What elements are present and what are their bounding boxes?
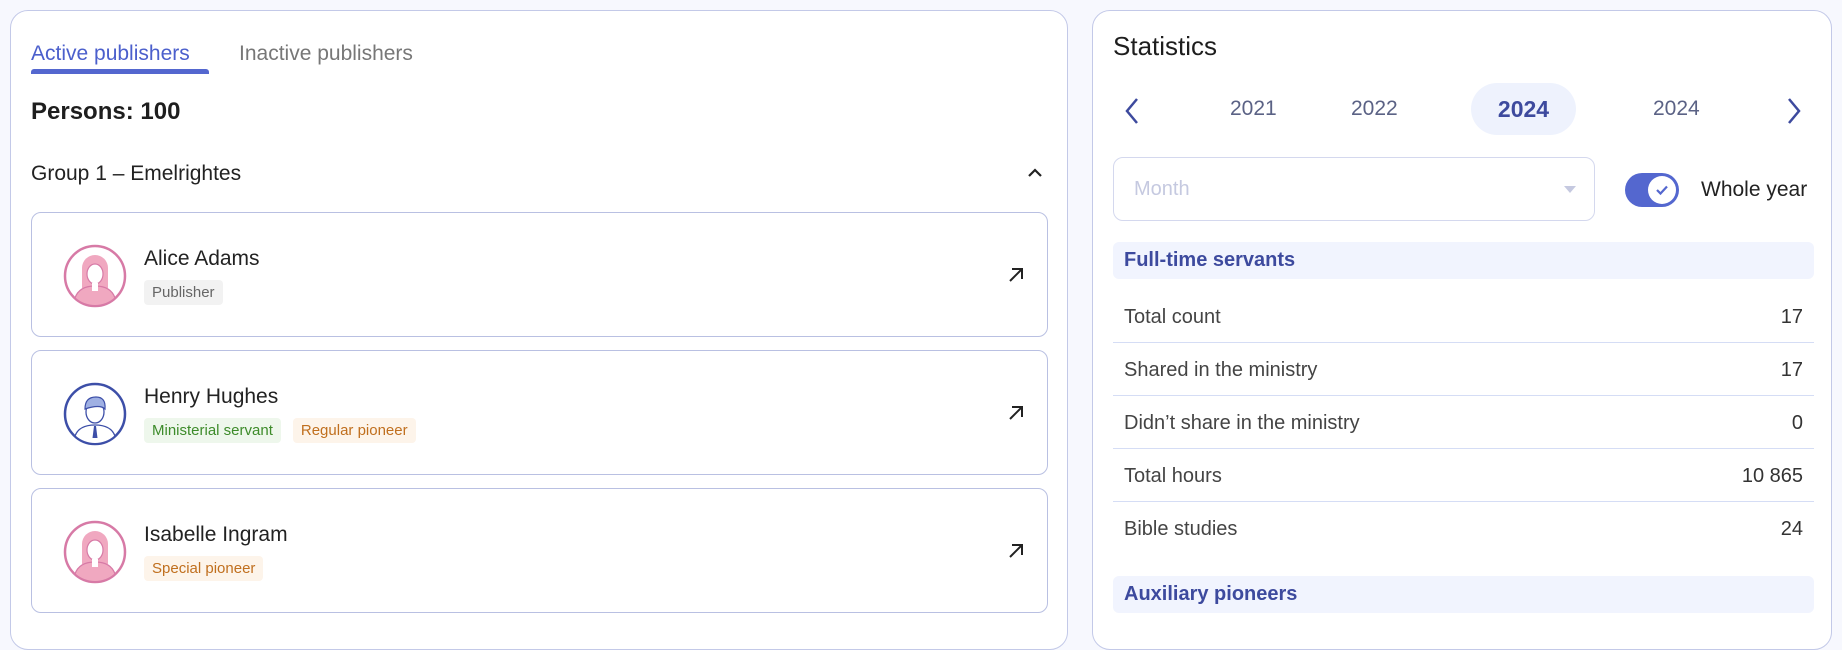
year-option[interactable]: 2021 [1230,97,1277,120]
stat-value: 17 [1780,306,1803,328]
role-tag: Regular pioneer [292,418,416,443]
role-tag: Special pioneer [144,556,264,581]
role-tag: Publisher [144,280,223,305]
month-placeholder: Month [1134,178,1190,200]
statistics-title: Statistics [1113,31,1218,61]
chevron-left-icon[interactable] [1121,95,1145,127]
stat-value: 24 [1780,518,1803,540]
section-title: Full-time servants [1124,249,1296,271]
publisher-card[interactable]: Alice Adams Publisher [31,212,1048,337]
stat-label: Shared in the ministry [1124,359,1318,381]
female-avatar-icon [63,520,127,584]
publisher-name: Isabelle Ingram [144,523,288,546]
stat-row: Total hours 10 865 [1113,449,1814,502]
publisher-name: Alice Adams [144,247,260,270]
female-avatar-icon [63,244,127,308]
whole-year-label: Whole year [1701,178,1808,201]
year-option[interactable]: 2024 [1653,97,1700,120]
month-select[interactable]: Month [1113,157,1595,221]
stat-label: Didn’t share in the ministry [1124,412,1360,434]
chevron-up-icon[interactable] [1023,161,1047,185]
year-option-selected[interactable]: 2024 [1471,83,1576,135]
section-header-full-time-servants: Full-time servants [1113,242,1814,279]
open-external-arrow-icon[interactable] [1004,401,1028,425]
stat-label: Total count [1124,306,1221,328]
role-tag: Ministerial servant [144,418,281,443]
stat-value: 10 865 [1741,465,1803,487]
stat-value: 17 [1780,359,1803,381]
year-option[interactable]: 2022 [1351,97,1398,120]
section-title: Auxiliary pioneers [1124,583,1298,605]
chevron-right-icon[interactable] [1781,95,1805,127]
open-external-arrow-icon[interactable] [1004,539,1028,563]
whole-year-toggle[interactable] [1625,173,1679,207]
section-header-auxiliary-pioneers: Auxiliary pioneers [1113,576,1814,613]
statistics-panel: Statistics 2021 2022 2024 2024 Month Who… [1092,10,1832,650]
tab-inactive-publishers[interactable]: Inactive publishers [239,42,413,65]
male-avatar-icon [63,382,127,446]
publisher-card[interactable]: Isabelle Ingram Special pioneer [31,488,1048,613]
publisher-card[interactable]: Henry Hughes Ministerial servant Regular … [31,350,1048,475]
active-tab-indicator [31,69,209,74]
dropdown-caret-icon [1564,186,1576,193]
publisher-name: Henry Hughes [144,385,279,408]
stat-row: Didn’t share in the ministry 0 [1113,396,1814,449]
publishers-panel: Active publishers Inactive publishers Pe… [10,10,1068,650]
stat-row: Bible studies 24 [1113,502,1814,555]
stat-label: Bible studies [1124,518,1238,540]
stat-value: 0 [1791,412,1803,434]
open-external-arrow-icon[interactable] [1004,263,1028,287]
stat-row: Shared in the ministry 17 [1113,343,1814,396]
stat-label: Total hours [1124,465,1222,487]
tab-active-publishers[interactable]: Active publishers [31,42,190,65]
persons-count: Persons: 100 [31,98,181,125]
check-icon [1648,176,1676,204]
stat-row: Total count 17 [1113,290,1814,343]
group-title[interactable]: Group 1 – Emelrightes [31,162,242,185]
